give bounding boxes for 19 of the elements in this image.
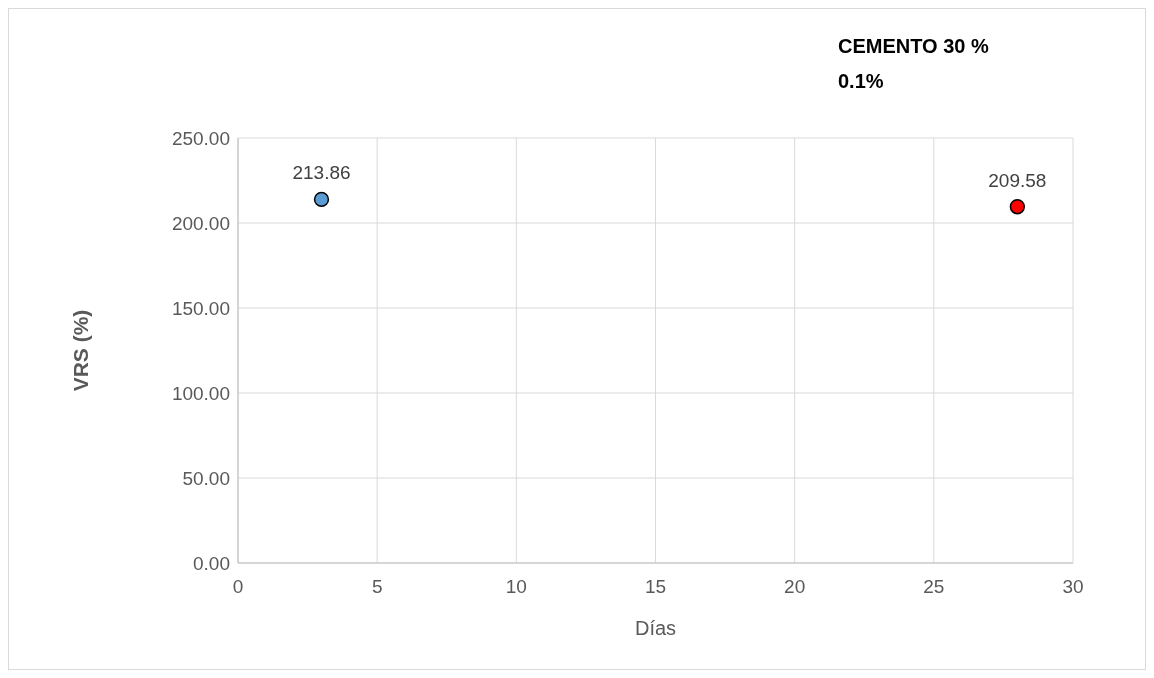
x-tick-label: 20	[784, 576, 806, 597]
y-tick-label: 50.00	[182, 467, 230, 489]
y-tick-label: 100.00	[171, 382, 230, 404]
x-tick-label: 25	[923, 576, 945, 597]
x-tick-label: 0	[232, 576, 244, 597]
y-tick-label: 0.00	[193, 552, 230, 574]
chart-subtitle: 0.1%	[838, 70, 884, 92]
data-label: 213.86	[292, 162, 351, 184]
x-tick-label: 15	[644, 576, 667, 597]
x-tick-label: 30	[1062, 576, 1084, 597]
y-tick-label: 150.00	[171, 297, 230, 319]
data-label: 209.58	[988, 169, 1047, 191]
y-tick-label: 200.00	[171, 212, 230, 234]
y-tick-label: 250.00	[171, 127, 230, 149]
x-tick-label: 5	[371, 576, 383, 597]
chart-title: CEMENTO 30 %	[838, 35, 989, 57]
x-tick-label: 10	[505, 576, 527, 597]
y-axis-title: VRS (%)	[69, 309, 92, 392]
x-axis-title: Días	[634, 617, 677, 639]
